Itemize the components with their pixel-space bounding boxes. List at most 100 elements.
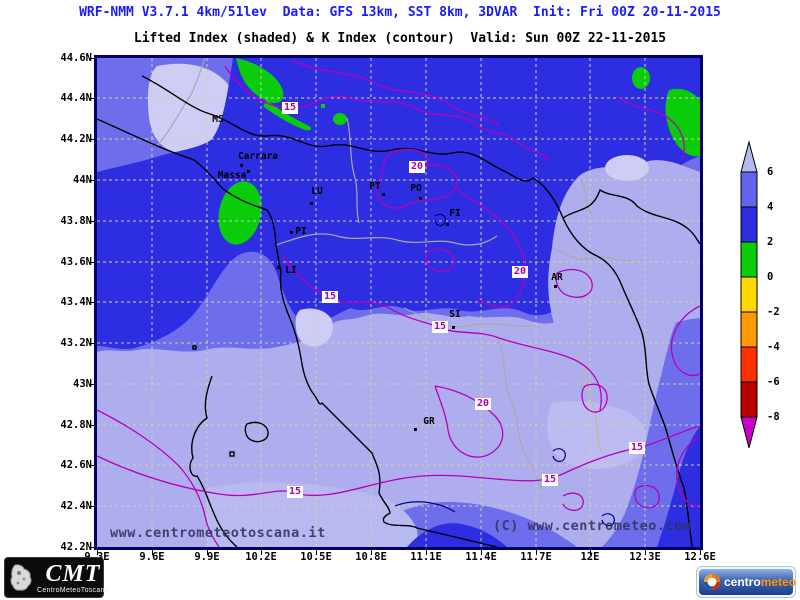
city-marker [382,193,385,196]
x-tick-mark [152,550,153,555]
colorbar-level-label: -4 [767,341,780,353]
city-marker [247,170,250,173]
x-tick-mark [371,550,372,555]
x-tick-mark [97,550,98,555]
x-tick-label: 12.6E [684,551,716,563]
field-title: Lifted Index (shaded) & K Index (contour… [133,31,667,46]
city-marker [290,231,293,234]
city-label: SI [449,309,461,320]
tuscany-icon [10,563,32,591]
y-tick-label: 42.4N [60,500,92,512]
x-tick-label: 11.4E [465,551,497,563]
colorbar-level-label: -8 [767,411,780,423]
city-marker [240,164,243,167]
contour-value-label: 15 [281,102,299,114]
city-label: PI [295,226,307,237]
navy-contours [394,213,615,527]
city-label: LU [311,186,323,197]
city-marker [419,197,422,200]
watermark-left: www.centrometeotoscana.it [110,525,326,541]
y-tick-mark [89,139,94,140]
city-label: Massa [217,170,247,181]
x-tick-mark [645,550,646,555]
x-tick-label: 11.1E [410,551,442,563]
grid-lines [97,58,700,547]
colorbar-level-label: 6 [767,166,774,178]
contour-value-label: 15 [431,321,449,333]
contour-value-label: 20 [408,161,426,173]
centrometeo-text-2: meteo [760,575,797,589]
shade-ne-light [295,155,700,356]
city-marker [310,202,313,205]
x-tick-mark [700,550,701,555]
y-tick-label: 43.4N [60,296,92,308]
x-tick-mark [426,550,427,555]
y-tick-label: 43.6N [60,256,92,268]
city-marker [414,428,417,431]
y-tick-label: 44.2N [60,133,92,145]
city-label: LI [285,265,297,276]
y-tick-mark [89,547,94,548]
y-tick-mark [89,180,94,181]
city-marker [446,223,449,226]
x-tick-label: 9.6E [139,551,165,563]
x-tick-mark [536,550,537,555]
x-tick-label: 11.7E [520,551,552,563]
cmt-logo[interactable]: CMT CentroMeteoToscana [4,557,109,598]
x-tick-mark [316,550,317,555]
province-borders [156,58,633,491]
contour-value-label: 20 [474,398,492,410]
cmt-logo-subtitle: CentroMeteoToscana [37,586,109,594]
y-tick-label: 44.4N [60,92,92,104]
colorbar-level-label: -2 [767,306,780,318]
map-overlay: www.centrometeotoscana.it (C) www.centro… [97,58,700,547]
colorbar-level-label: -6 [767,376,780,388]
city-marker [554,285,557,288]
x-tick-label: 10.8E [355,551,387,563]
map-canvas [97,58,700,547]
map-frame: www.centrometeotoscana.it (C) www.centro… [94,55,703,550]
contour-value-label: 20 [511,266,529,278]
city-label: Carrara [237,151,279,162]
y-tick-mark [89,425,94,426]
city-label: GR [423,416,435,427]
city-label: MS [212,114,224,125]
y-tick-label: 42.2N [60,541,92,553]
contour-value-label: 15 [628,442,646,454]
coastline [97,75,700,547]
y-tick-label: 42.6N [60,459,92,471]
contour-value-label: 15 [541,474,559,486]
model-title: WRF-NMM V3.7.1 4km/51lev Data: GFS 13km,… [79,5,721,20]
y-tick-label: 44.6N [60,52,92,64]
city-marker [277,266,280,269]
city-label: AR [551,272,563,283]
city-marker [452,326,455,329]
y-tick-label: 43.8N [60,215,92,227]
y-tick-mark [89,384,94,385]
centrometeo-swirl-icon [704,574,720,590]
y-tick-mark [89,58,94,59]
x-tick-mark [481,550,482,555]
y-tick-mark [89,506,94,507]
y-tick-mark [89,98,94,99]
contour-value-label: 15 [321,291,339,303]
x-tick-label: 12.3E [629,551,661,563]
centrometeo-logo[interactable]: centrometeo [696,566,796,598]
y-tick-mark [89,343,94,344]
city-label: PT [369,181,381,192]
x-tick-label: 10.5E [300,551,332,563]
colorbar [740,140,758,449]
colorbar-level-label: 2 [767,236,774,248]
y-tick-label: 43N [73,378,92,390]
y-tick-label: 42.8N [60,419,92,431]
y-tick-label: 44N [73,174,92,186]
city-label: PO [410,183,422,194]
centrometeo-text-1: centro [724,575,761,589]
y-tick-mark [89,465,94,466]
y-tick-mark [89,262,94,263]
cmt-logo-title: CMT [45,560,101,587]
city-label: FI [449,208,461,219]
x-tick-mark [261,550,262,555]
y-tick-label: 43.2N [60,337,92,349]
